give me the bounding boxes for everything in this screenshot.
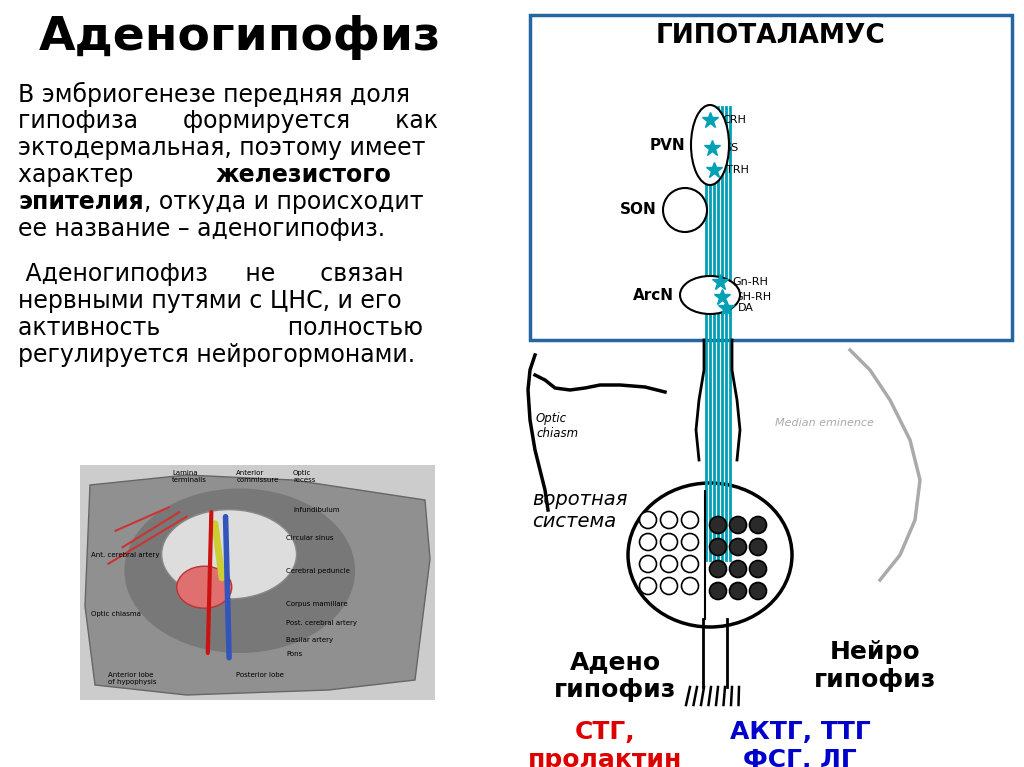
Text: В эмбриогенезе передняя доля: В эмбриогенезе передняя доля	[18, 82, 410, 107]
Circle shape	[710, 538, 726, 555]
Circle shape	[729, 561, 746, 578]
Text: Anterior lobe
of hypophysis: Anterior lobe of hypophysis	[109, 672, 157, 685]
Text: PVN: PVN	[649, 137, 685, 153]
Text: железистого: железистого	[216, 163, 392, 187]
Text: Нейро
гипофиз: Нейро гипофиз	[814, 640, 936, 692]
Circle shape	[682, 512, 698, 528]
Text: Posterior lobe: Posterior lobe	[237, 672, 284, 678]
Text: , откуда и происходит: , откуда и происходит	[143, 190, 423, 214]
Text: Infundibulum: Infundibulum	[293, 507, 340, 513]
Circle shape	[640, 534, 656, 551]
Circle shape	[682, 555, 698, 572]
Text: Аденогипофиз     не      связан: Аденогипофиз не связан	[18, 262, 403, 286]
Text: регулируется нейрогормонами.: регулируется нейрогормонами.	[18, 343, 415, 367]
Circle shape	[750, 516, 767, 534]
Text: Ant. cerebral artery: Ant. cerebral artery	[91, 552, 159, 558]
Text: DA: DA	[738, 303, 754, 313]
Text: Optic
recess: Optic recess	[293, 469, 315, 482]
Circle shape	[750, 538, 767, 555]
Text: ее название – аденогипофиз.: ее название – аденогипофиз.	[18, 217, 385, 241]
Text: Circular sinus: Circular sinus	[286, 535, 334, 542]
Text: нервными путями с ЦНС, и его: нервными путями с ЦНС, и его	[18, 289, 401, 313]
Ellipse shape	[691, 105, 729, 185]
FancyBboxPatch shape	[530, 15, 1012, 340]
Text: Basilar artery: Basilar artery	[286, 637, 333, 643]
Circle shape	[640, 578, 656, 594]
Text: Адено
гипофиз: Адено гипофиз	[554, 650, 676, 702]
Text: GH-RH: GH-RH	[734, 292, 771, 302]
Circle shape	[729, 516, 746, 534]
Ellipse shape	[628, 483, 792, 627]
Circle shape	[682, 534, 698, 551]
Circle shape	[729, 538, 746, 555]
Circle shape	[640, 555, 656, 572]
Text: Post. cerebral artery: Post. cerebral artery	[286, 620, 357, 626]
Text: воротная
система: воротная система	[532, 490, 628, 531]
Text: Gn-RH: Gn-RH	[732, 277, 768, 287]
FancyBboxPatch shape	[80, 465, 435, 700]
Circle shape	[682, 578, 698, 594]
Circle shape	[710, 561, 726, 578]
Circle shape	[710, 582, 726, 600]
Circle shape	[710, 516, 726, 534]
Circle shape	[663, 188, 707, 232]
Text: Median eminence: Median eminence	[775, 418, 873, 428]
Text: ArcN: ArcN	[633, 288, 674, 302]
Text: Optic chiasma: Optic chiasma	[91, 611, 140, 617]
Text: АКТГ, ТТГ
ФСГ, ЛГ: АКТГ, ТТГ ФСГ, ЛГ	[730, 720, 870, 767]
Circle shape	[750, 561, 767, 578]
Text: гипофиза      формируется      как: гипофиза формируется как	[18, 109, 438, 133]
Ellipse shape	[177, 566, 231, 608]
Text: Аденогипофиз: Аденогипофиз	[39, 15, 441, 60]
Circle shape	[729, 582, 746, 600]
Text: Cerebral peduncle: Cerebral peduncle	[286, 568, 350, 574]
Text: TRH: TRH	[726, 165, 749, 175]
Text: активность                 полностью: активность полностью	[18, 316, 423, 340]
Text: CRH: CRH	[722, 115, 745, 125]
Text: ГИПОТАЛАМУС: ГИПОТАЛАМУС	[656, 23, 886, 49]
Text: SS: SS	[724, 143, 738, 153]
Circle shape	[640, 512, 656, 528]
Text: Anterior
commissure: Anterior commissure	[237, 469, 279, 482]
Ellipse shape	[680, 276, 740, 314]
Text: Optic
chiasm: Optic chiasm	[536, 412, 579, 440]
Text: SON: SON	[621, 202, 657, 218]
Circle shape	[660, 512, 678, 528]
Circle shape	[660, 555, 678, 572]
Circle shape	[660, 534, 678, 551]
Text: Pons: Pons	[286, 650, 302, 657]
Text: эктодермальная, поэтому имеет: эктодермальная, поэтому имеет	[18, 136, 426, 160]
Circle shape	[750, 582, 767, 600]
Ellipse shape	[124, 489, 355, 653]
Ellipse shape	[162, 509, 297, 599]
Text: Lamina
terminalis: Lamina terminalis	[172, 469, 207, 482]
Polygon shape	[85, 475, 430, 695]
Text: Corpus mamillare: Corpus mamillare	[286, 601, 347, 607]
Text: характер: характер	[18, 163, 216, 187]
Text: СТГ,
пролактин: СТГ, пролактин	[527, 720, 682, 767]
Circle shape	[660, 578, 678, 594]
Text: эпителия: эпителия	[18, 190, 143, 214]
